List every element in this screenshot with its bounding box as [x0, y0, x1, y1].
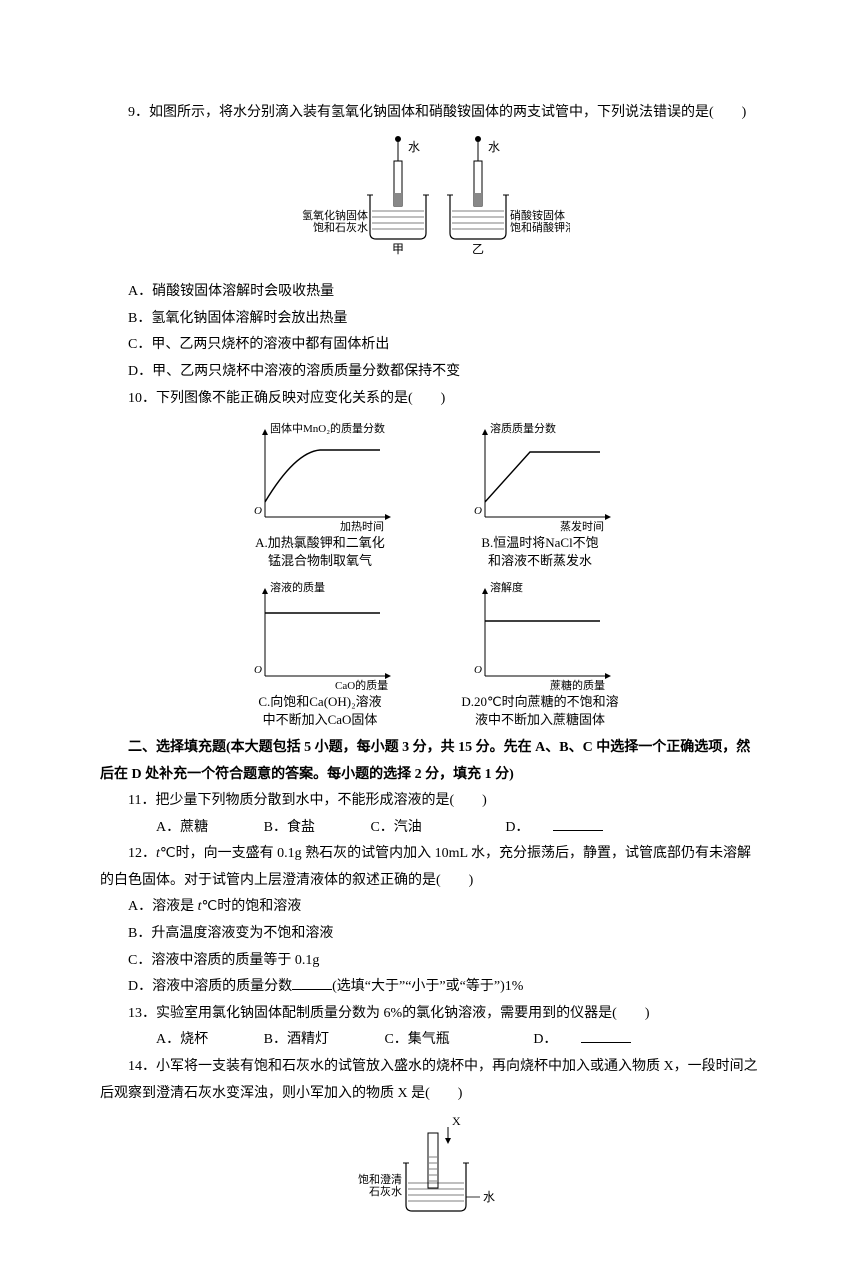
q12-opt-b: B．升高温度溶液变为不饱和溶液: [100, 921, 760, 948]
svg-text:固体中MnO₂的质量分数: 固体中MnO₂的质量分数: [270, 422, 385, 435]
q12-opt-d: D．溶液中溶质的质量分数(选填“大于”“小于”或“等于”)1%: [100, 974, 760, 1001]
svg-text:水: 水: [483, 1190, 495, 1204]
q9-opt-a: A．硝酸铵固体溶解时会吸收热量: [100, 279, 760, 306]
svg-text:蔗糖的质量: 蔗糖的质量: [550, 678, 605, 691]
svg-text:溶液的质量: 溶液的质量: [270, 581, 325, 594]
q9-diagram: 水 氢氧化钠固体饱和石灰水 甲 水: [100, 133, 760, 274]
q13-options: A．烧杯 B．酒精灯 C．集气瓶 D．: [100, 1027, 760, 1054]
svg-text:蒸发时间: 蒸发时间: [560, 519, 604, 532]
svg-text:CaO的质量: CaO的质量: [335, 678, 388, 691]
q12-opt-c: C．溶液中溶质的质量等于 0.1g: [100, 948, 760, 975]
q11-options: A．蔗糖 B．食盐 C．汽油 D．: [100, 815, 760, 842]
svg-text:硝酸铵固体饱和硝酸钾溶液: 硝酸铵固体饱和硝酸钾溶液: [510, 208, 570, 234]
q9-opt-c: C．甲、乙两只烧杯的溶液中都有固体析出: [100, 332, 760, 359]
beaker-right-name: 乙: [472, 242, 484, 256]
question-9-text: 9．如图所示，将水分别滴入装有氢氧化钠固体和硝酸铵固体的两支试管中，下列说法错误…: [100, 100, 760, 127]
chart-c: O 溶液的质量 CaO的质量: [240, 581, 400, 691]
q13-opt-a: A．烧杯: [128, 1027, 208, 1054]
svg-text:O: O: [474, 664, 482, 676]
q11-opt-c: C．汽油: [342, 815, 421, 842]
q11-opt-b: B．食盐: [236, 815, 315, 842]
q12-blank[interactable]: [292, 976, 332, 990]
q11-opt-a: A．蔗糖: [128, 815, 208, 842]
svg-text:溶解度: 溶解度: [490, 581, 523, 594]
q9-opt-d: D．甲、乙两只烧杯中溶液的溶质质量分数都保持不变: [100, 359, 760, 386]
chart-b: O 溶质质量分数 蒸发时间: [460, 422, 620, 532]
q13-opt-d: D．: [477, 1027, 655, 1054]
q12-opt-a: A．溶液是 t℃时的饱和溶液: [100, 894, 760, 921]
q11-opt-d: D．: [449, 815, 627, 842]
svg-text:O: O: [254, 664, 262, 676]
q13-opt-b: B．酒精灯: [236, 1027, 329, 1054]
svg-text:O: O: [254, 505, 262, 517]
chart-b-caption: B.恒温时将NaCl不饱和溶液不断蒸发水: [481, 534, 598, 570]
q10-charts-row1: O 固体中MnO₂的质量分数 加热时间 A.加热氯酸钾和二氧化锰混合物制取氧气 …: [100, 422, 760, 570]
water-label-left: 水: [408, 140, 420, 154]
beaker-left-name: 甲: [392, 242, 404, 256]
question-14-text: 14．小军将一支装有饱和石灰水的试管放入盛水的烧杯中，再向烧杯中加入或通入物质 …: [100, 1054, 760, 1107]
water-label-right: 水: [488, 140, 500, 154]
svg-text:O: O: [474, 505, 482, 517]
question-11-text: 11．把少量下列物质分散到水中，不能形成溶液的是( ): [100, 788, 760, 815]
question-12-text: 12．t℃时，向一支盛有 0.1g 熟石灰的试管内加入 10mL 水，充分振荡后…: [100, 841, 760, 894]
question-10-text: 10．下列图像不能正确反映对应变化关系的是( ): [100, 386, 760, 413]
svg-text:X: X: [452, 1114, 461, 1128]
svg-text:加热时间: 加热时间: [340, 520, 384, 532]
q11-blank[interactable]: [553, 817, 603, 831]
chart-a-caption: A.加热氯酸钾和二氧化锰混合物制取氧气: [255, 534, 385, 570]
q13-opt-c: C．集气瓶: [356, 1027, 449, 1054]
chart-c-caption: C.向饱和Ca(OH)₂溶液中不断加入CaO固体: [258, 693, 381, 729]
chart-d-caption: D.20℃时向蔗糖的不饱和溶液中不断加入蔗糖固体: [461, 693, 618, 729]
q13-blank[interactable]: [581, 1029, 631, 1043]
chart-a: O 固体中MnO₂的质量分数 加热时间: [240, 422, 400, 532]
svg-text:氢氧化钠固体饱和石灰水: 氢氧化钠固体饱和石灰水: [302, 208, 368, 234]
svg-text:饱和澄清石灰水: 饱和澄清石灰水: [358, 1172, 402, 1198]
svg-text:溶质质量分数: 溶质质量分数: [490, 422, 556, 435]
q10-charts-row2: O 溶液的质量 CaO的质量 C.向饱和Ca(OH)₂溶液中不断加入CaO固体 …: [100, 581, 760, 729]
question-13-text: 13．实验室用氯化钠固体配制质量分数为 6%的氯化钠溶液，需要用到的仪器是( ): [100, 1001, 760, 1028]
q9-opt-b: B．氢氧化钠固体溶解时会放出热量: [100, 306, 760, 333]
section-2-title: 二、选择填充题(本大题包括 5 小题，每小题 3 分，共 15 分。先在 A、B…: [100, 735, 760, 788]
chart-d: O 溶解度 蔗糖的质量: [460, 581, 620, 691]
